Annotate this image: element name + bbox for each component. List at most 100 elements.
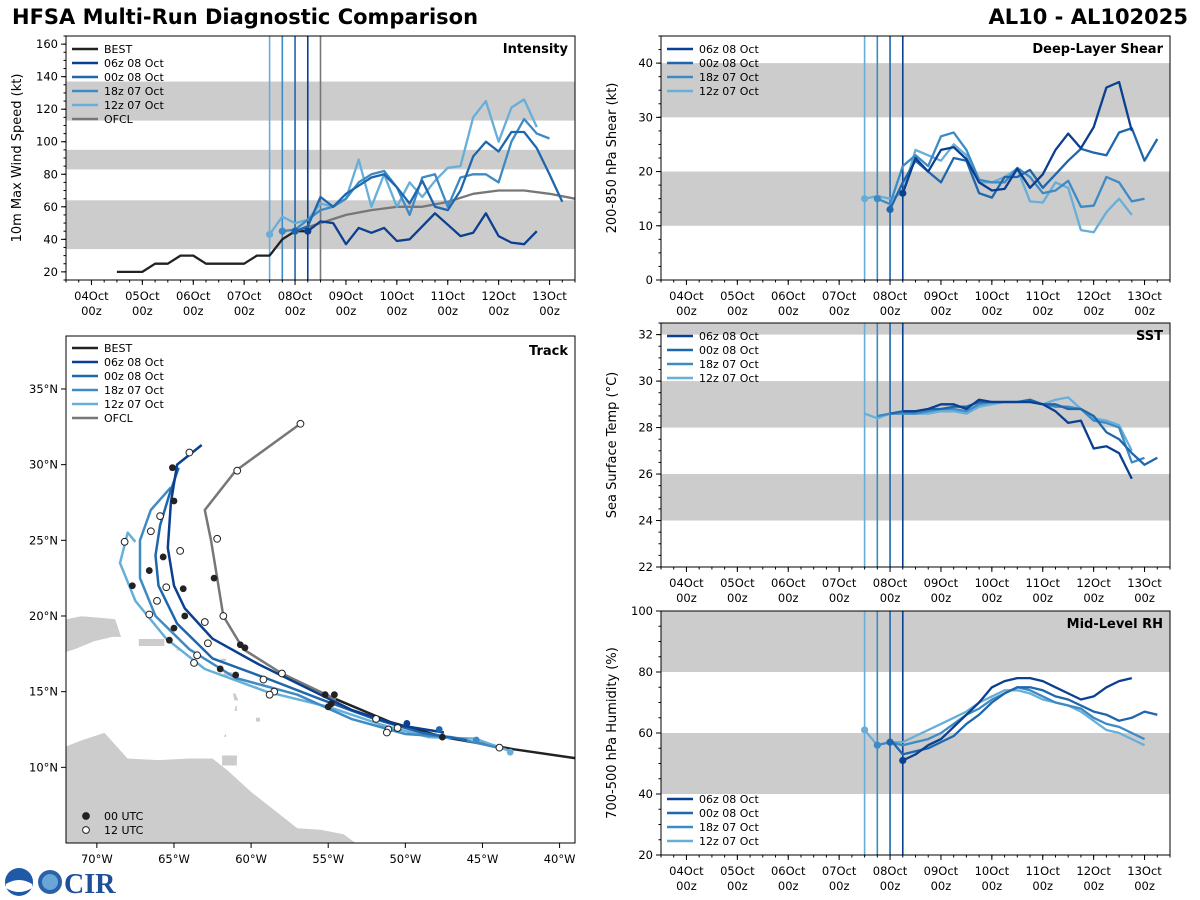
sst-xtick-label: 13Oct	[1127, 576, 1162, 590]
sst-xtick-label: 10Oct	[975, 576, 1010, 590]
rh-xtick-label: 00z	[1083, 879, 1104, 893]
track-point	[165, 636, 173, 644]
land-shape-6	[232, 692, 240, 702]
track-point	[372, 714, 380, 723]
shear-xtick-label: 04Oct	[669, 289, 704, 303]
sst-title: SST	[1136, 329, 1163, 344]
intensity-xtick-label: 00z	[285, 304, 306, 318]
sst-ytick-label: 22	[638, 560, 653, 574]
shear-plot-area	[661, 36, 1170, 280]
intensity-ytick-label: 160	[36, 37, 58, 51]
land-shape-9	[222, 733, 227, 738]
shear-legend-label-r18z: 18z 07 Oct	[699, 71, 759, 84]
sst-legend-label-r06z: 06z 08 Oct	[699, 330, 759, 343]
track-point	[179, 585, 187, 593]
track-point	[159, 553, 167, 561]
rh-init-marker-r18z	[873, 741, 881, 749]
track-point	[170, 497, 178, 505]
track-point	[145, 567, 153, 574]
sst-xtick-label: 08Oct	[873, 576, 908, 590]
intensity-init-marker-r18z	[278, 227, 286, 235]
track-legend-label-r00z: 00z 08 Oct	[104, 370, 164, 383]
track-ytick-label: 10°N	[29, 760, 58, 774]
intensity-ytick-label: 60	[43, 200, 58, 214]
track-marker-legend-swatch	[82, 812, 90, 820]
intensity-xtick-label: 00z	[132, 304, 153, 318]
shear-ytick-label: 40	[638, 56, 653, 70]
rh-ylabel: 700-500 hPa Humidity (%)	[605, 647, 620, 819]
shear-xtick-label: 00z	[982, 304, 1003, 318]
sst-panel: 22242628303204Oct00z05Oct00z06Oct00z07Oc…	[605, 322, 1171, 605]
intensity-panel: 2040608010012014016004Oct00z05Oct00z06Oc…	[10, 35, 576, 318]
track-line-ofcl	[203, 422, 337, 701]
shear-band-1	[661, 63, 1170, 118]
intensity-series-r00z	[294, 130, 564, 233]
track-point	[146, 527, 155, 536]
track-point	[472, 736, 480, 744]
rh-xtick-label: 00z	[829, 879, 850, 893]
sst-xtick-label: 12Oct	[1076, 576, 1111, 590]
intensity-init-marker-r00z	[291, 227, 299, 235]
rh-xtick-label: 08Oct	[873, 864, 908, 878]
rh-series-r12z	[863, 689, 1145, 747]
rh-init-marker-r06z	[899, 756, 907, 765]
intensity-xtick-label: 08Oct	[278, 289, 313, 303]
shear-band-0	[661, 171, 1170, 226]
land-shape-0	[66, 732, 357, 843]
sst-xtick-label: 00z	[931, 591, 952, 605]
track-frame	[65, 335, 576, 844]
track-point	[185, 448, 194, 457]
track-point	[382, 728, 391, 737]
shear-xtick-label: 10Oct	[975, 289, 1010, 303]
rh-legend-label-r18z: 18z 07 Oct	[699, 821, 759, 834]
sst-plot-area	[661, 323, 1170, 567]
track-point	[169, 464, 176, 472]
shear-xtick-label: 00z	[778, 304, 799, 318]
track-point	[170, 624, 178, 632]
shear-legend-label-r12z: 12z 07 Oct	[699, 85, 759, 98]
track-ytick-label: 30°N	[29, 458, 58, 472]
rh-xtick-label: 00z	[676, 879, 697, 893]
rh-xtick-label: 04Oct	[669, 864, 704, 878]
track-point	[241, 644, 249, 652]
intensity-xtick-label: 10Oct	[380, 289, 415, 303]
shear-xtick-label: 07Oct	[822, 289, 857, 303]
sst-xtick-label: 07Oct	[822, 576, 857, 590]
track-xtick-label: 60°W	[235, 852, 267, 866]
track-point	[506, 748, 514, 756]
land-shape-1	[66, 615, 122, 653]
track-xtick-label: 50°W	[389, 852, 421, 866]
rh-xtick-label: 07Oct	[822, 864, 857, 878]
intensity-series-r18z	[282, 117, 550, 233]
track-point	[193, 651, 202, 660]
intensity-xtick-label: 11Oct	[430, 289, 465, 303]
rh-series-r06z	[902, 676, 1133, 762]
track-point	[204, 639, 212, 648]
track-title: Track	[529, 344, 568, 359]
intensity-xtick-label: 12Oct	[481, 289, 516, 303]
shear-xtick-label: 06Oct	[771, 289, 806, 303]
track-legend-label-r18z: 18z 07 Oct	[104, 384, 164, 397]
track-ytick-label: 25°N	[29, 533, 58, 547]
intensity-legend-label-best: BEST	[104, 43, 132, 56]
sst-ytick-label: 24	[638, 514, 653, 528]
rh-init-marker-r00z	[886, 738, 894, 746]
rh-xtick-label: 06Oct	[771, 864, 806, 878]
intensity-plot-area	[66, 36, 575, 280]
sst-xtick-label: 06Oct	[771, 576, 806, 590]
rh-xtick-label: 00z	[1134, 879, 1155, 893]
track-point	[181, 612, 189, 620]
sst-ytick-label: 32	[638, 328, 653, 342]
rh-legend-label-r12z: 12z 07 Oct	[699, 835, 759, 848]
rh-xtick-label: 00z	[727, 879, 748, 893]
shear-init-marker-r18z	[873, 195, 881, 203]
rh-plot-area	[661, 611, 1170, 855]
rh-xtick-label: 11Oct	[1025, 864, 1060, 878]
rh-ytick-label: 100	[631, 604, 653, 618]
sst-xtick-label: 00z	[1083, 591, 1104, 605]
sst-legend-label-r18z: 18z 07 Oct	[699, 358, 759, 371]
track-panel: 70°W 65°W 60°W 55°W 50°W 45°W 40°W 10°N 15°N 20°N…	[29, 335, 576, 866]
intensity-xtick-label: 00z	[437, 304, 458, 318]
intensity-ytick-label: 100	[36, 135, 58, 149]
rh-xtick-label: 00z	[880, 879, 901, 893]
